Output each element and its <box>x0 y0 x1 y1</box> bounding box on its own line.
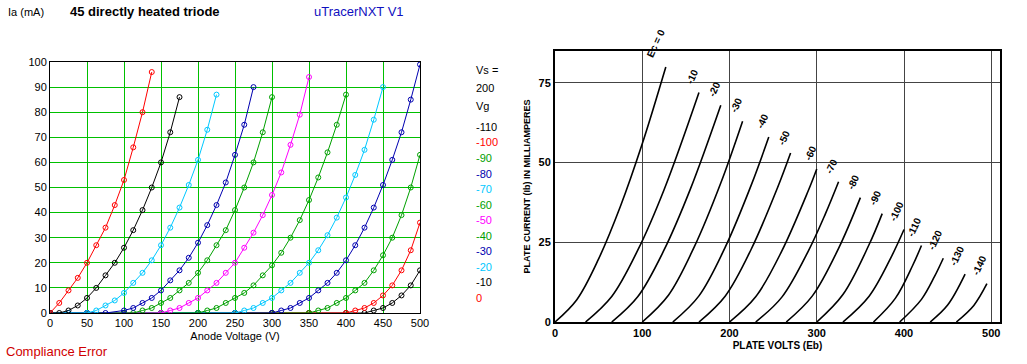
svg-text:100: 100 <box>633 327 651 339</box>
svg-text:0: 0 <box>47 317 53 329</box>
svg-text:-70: -70 <box>476 183 492 195</box>
svg-text:500: 500 <box>982 327 1000 339</box>
svg-text:-10: -10 <box>476 276 492 288</box>
svg-text:20: 20 <box>35 257 47 269</box>
svg-text:100: 100 <box>28 56 46 68</box>
svg-text:70: 70 <box>35 131 47 143</box>
svg-text:500: 500 <box>411 317 429 329</box>
svg-text:-20: -20 <box>476 261 492 273</box>
svg-text:-80: -80 <box>845 173 861 191</box>
svg-text:300: 300 <box>263 317 281 329</box>
svg-text:30: 30 <box>35 232 47 244</box>
svg-text:200: 200 <box>189 317 207 329</box>
svg-text:-130: -130 <box>948 244 967 267</box>
svg-text:-90: -90 <box>867 189 883 207</box>
svg-text:Compliance Error: Compliance Error <box>6 344 108 359</box>
svg-text:0: 0 <box>41 307 47 319</box>
svg-text:PLATE CURRENT (Ib) IN MILLIAMP: PLATE CURRENT (Ib) IN MILLIAMPERES <box>522 100 532 274</box>
svg-text:-10: -10 <box>684 67 700 85</box>
svg-text:0: 0 <box>552 327 558 339</box>
svg-text:100: 100 <box>115 317 133 329</box>
svg-text:Vg: Vg <box>476 100 489 112</box>
svg-text:90: 90 <box>35 81 47 93</box>
svg-text:50: 50 <box>81 317 93 329</box>
svg-text:-110: -110 <box>476 121 497 133</box>
svg-text:-120: -120 <box>926 228 945 251</box>
svg-text:40: 40 <box>35 206 47 218</box>
svg-text:PLATE VOLTS (Eb): PLATE VOLTS (Eb) <box>733 340 823 351</box>
svg-text:80: 80 <box>35 106 47 118</box>
svg-text:-90: -90 <box>476 152 492 164</box>
svg-text:400: 400 <box>895 327 913 339</box>
svg-text:-60: -60 <box>476 199 492 211</box>
svg-text:45 directly heated triode: 45 directly heated triode <box>70 4 220 19</box>
svg-text:-100: -100 <box>476 136 498 148</box>
svg-text:-50: -50 <box>476 214 492 226</box>
svg-text:-20: -20 <box>706 80 722 98</box>
svg-text:-60: -60 <box>802 144 818 162</box>
svg-text:-50: -50 <box>776 129 792 147</box>
svg-text:Anode Voltage (V): Anode Voltage (V) <box>190 330 279 342</box>
svg-text:25: 25 <box>539 236 551 248</box>
svg-text:-140: -140 <box>970 254 989 277</box>
svg-text:10: 10 <box>35 282 47 294</box>
svg-text:-100: -100 <box>887 200 906 223</box>
svg-text:200: 200 <box>476 82 494 94</box>
svg-text:0: 0 <box>545 316 551 328</box>
svg-text:uTracerNXT V1: uTracerNXT V1 <box>314 4 404 19</box>
svg-text:450: 450 <box>374 317 392 329</box>
svg-text:50: 50 <box>35 181 47 193</box>
svg-text:150: 150 <box>152 317 170 329</box>
svg-text:-80: -80 <box>476 168 492 180</box>
svg-text:60: 60 <box>35 156 47 168</box>
svg-text:300: 300 <box>808 327 826 339</box>
svg-text:50: 50 <box>539 156 551 168</box>
svg-text:0: 0 <box>476 292 482 304</box>
svg-text:Vs =: Vs = <box>476 64 498 76</box>
svg-text:75: 75 <box>539 77 551 89</box>
svg-text:-40: -40 <box>754 112 770 130</box>
svg-text:-30: -30 <box>728 96 744 114</box>
svg-text:-40: -40 <box>476 230 492 242</box>
svg-text:-70: -70 <box>823 157 839 175</box>
svg-text:Ec = 0: Ec = 0 <box>645 27 667 59</box>
svg-text:-30: -30 <box>476 245 492 257</box>
svg-text:400: 400 <box>337 317 355 329</box>
svg-text:Ia (mA): Ia (mA) <box>8 6 44 18</box>
svg-text:250: 250 <box>226 317 244 329</box>
svg-text:-110: -110 <box>905 216 923 239</box>
svg-text:350: 350 <box>300 317 318 329</box>
svg-text:200: 200 <box>720 327 738 339</box>
